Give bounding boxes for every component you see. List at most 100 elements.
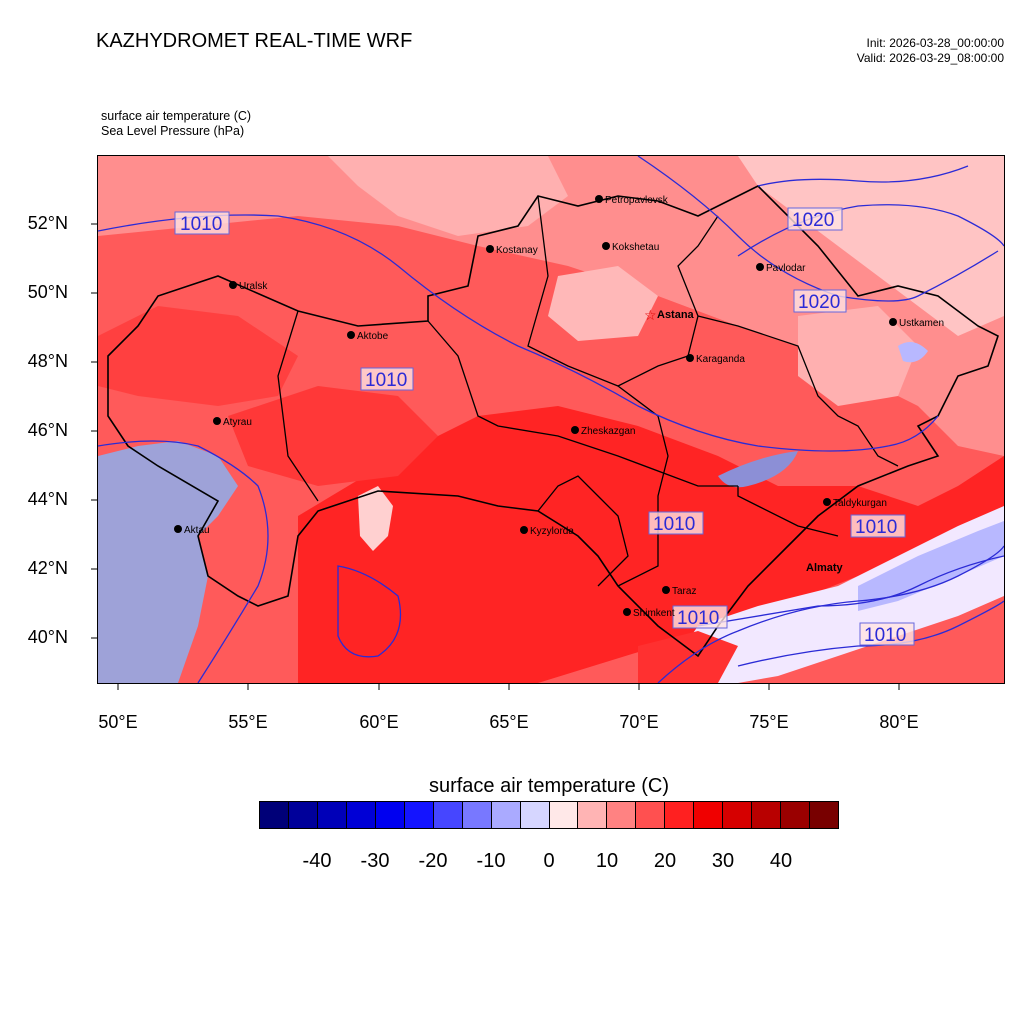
aral-sea <box>358 486 393 551</box>
colorbar-swatch <box>433 802 463 828</box>
colorbar-swatch <box>260 802 289 828</box>
lat-label: 42°N <box>27 558 68 578</box>
city-dot <box>229 281 237 289</box>
temperature-region-center-pale <box>548 266 658 341</box>
colorbar-swatch <box>491 802 521 828</box>
capital-star-icon: ☆ <box>644 307 657 323</box>
city-label: Shimkent <box>633 608 675 619</box>
isobar-label: 1010 <box>855 517 897 538</box>
colorbar-swatch <box>317 802 347 828</box>
colorbar-swatch <box>607 802 637 828</box>
map-canvas: 1010 1020 1010 1020 1010 1010 1010 1010 … <box>98 156 1004 683</box>
lat-label: 46°N <box>27 420 68 440</box>
lake-balkhash <box>718 451 798 488</box>
lon-label: 60°E <box>359 712 399 732</box>
temperature-region-northeast-pale <box>738 156 1004 336</box>
valid-time: Valid: 2026-03-29_08:00:00 <box>856 51 1004 65</box>
colorbar-swatch <box>694 802 724 828</box>
city-label: Pavlodar <box>766 263 806 274</box>
colorbar-swatch <box>781 802 811 828</box>
city-label: Karaganda <box>696 354 745 365</box>
lat-label: 48°N <box>27 351 68 371</box>
colorbar-swatch <box>810 802 839 828</box>
isobar-label: 1010 <box>864 625 906 646</box>
city-dot <box>602 242 610 250</box>
city-dot <box>889 318 897 326</box>
colorbar-tick-label: -30 <box>360 850 390 872</box>
temperature-region-southwest-warm <box>228 386 438 486</box>
city-dot <box>595 195 603 203</box>
city-label-bold: Almaty <box>806 562 844 574</box>
city-label: Kyzylorda <box>530 526 574 537</box>
city-dot <box>347 331 355 339</box>
city-dot <box>174 525 182 533</box>
colorbar-title: surface air temperature (C) <box>428 775 670 797</box>
city-dot <box>662 586 670 594</box>
lon-label: 70°E <box>619 712 659 732</box>
isobar-lines <box>98 156 1004 683</box>
city-dot <box>756 263 764 271</box>
colorbar <box>259 801 839 829</box>
colorbar-tick-label: 40 <box>769 850 793 872</box>
colorbar-swatch <box>549 802 579 828</box>
colorbar-swatch <box>665 802 695 828</box>
city-label: Uralsk <box>239 281 268 292</box>
colorbar-swatch <box>462 802 492 828</box>
lon-label: 55°E <box>228 712 268 732</box>
colorbar-tick-label: 0 <box>543 850 555 872</box>
city-label: Zheskazgan <box>581 426 635 437</box>
city-dot <box>520 526 528 534</box>
temperature-region-mountains <box>658 506 1004 683</box>
city-label: Aktau <box>184 525 210 536</box>
colorbar-tick-label: -10 <box>476 850 506 872</box>
city-label: Taraz <box>672 586 696 597</box>
city-dot <box>213 417 221 425</box>
city-dot <box>686 354 694 362</box>
colorbar-swatch <box>636 802 666 828</box>
colorbar-swatch <box>404 802 434 828</box>
city-label: Ustkamen <box>899 318 944 329</box>
temperature-region-mountains-cold <box>858 521 1004 611</box>
city-label: Taldykurgan <box>833 498 887 509</box>
colorbar-swatch <box>578 802 608 828</box>
isobar-label: 1020 <box>798 292 840 313</box>
lat-label: 44°N <box>27 489 68 509</box>
variable-label-temperature: surface air temperature (C) <box>101 109 252 123</box>
temperature-region-north-cool <box>98 156 1004 456</box>
city-label: Aktobe <box>357 331 389 342</box>
colorbar-tick-label: 10 <box>595 850 619 872</box>
lon-label: 75°E <box>749 712 789 732</box>
temperature-region-south-warm <box>298 406 1004 683</box>
city-markers: Petropavlovsk Kostanay Kokshetau Uralsk … <box>174 195 944 619</box>
variable-label-pressure: Sea Level Pressure (hPa) <box>101 124 245 138</box>
east-lake <box>898 342 928 363</box>
city-dot <box>486 245 494 253</box>
isobar-label: 1020 <box>792 210 834 231</box>
temperature-region-east-pale <box>798 306 918 406</box>
colorbar-swatch <box>346 802 376 828</box>
colorbar-swatch <box>723 802 753 828</box>
init-time: Init: 2026-03-28_00:00:00 <box>866 36 1004 50</box>
colorbar-swatch <box>375 802 405 828</box>
city-label-capital: Astana <box>657 309 695 321</box>
city-dot <box>623 608 631 616</box>
colorbar-tick-label: -40 <box>302 850 332 872</box>
colorbar-swatch <box>520 802 550 828</box>
country-border <box>107 185 999 658</box>
city-dot <box>571 426 579 434</box>
lat-label: 50°N <box>27 282 68 302</box>
temperature-region-mountains-south <box>638 631 738 683</box>
city-label: Petropavlovsk <box>605 195 669 206</box>
city-label: Atyrau <box>223 417 252 428</box>
map-panel: 1010 1020 1010 1020 1010 1010 1010 1010 … <box>97 155 1005 684</box>
isobar-label: 1010 <box>180 214 222 235</box>
lat-label: 52°N <box>27 213 68 233</box>
isobar-label: 1010 <box>677 608 719 629</box>
temperature-region-west-warm <box>98 306 298 406</box>
lon-label: 80°E <box>879 712 919 732</box>
colorbar-swatch <box>288 802 318 828</box>
caspian-sea <box>98 441 238 683</box>
isobar-labels: 1010 1020 1010 1020 1010 1010 1010 1010 <box>174 207 915 646</box>
temperature-region-north-pale <box>328 156 568 236</box>
